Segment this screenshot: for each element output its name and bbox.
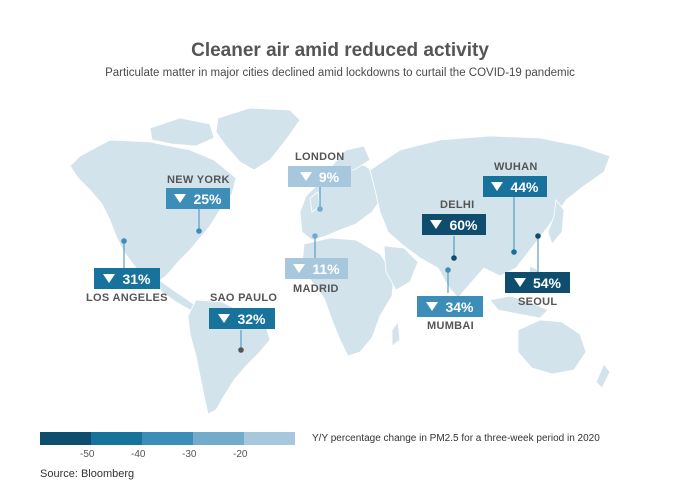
indonesia-landmass <box>489 295 549 319</box>
legend-swatch-2 <box>91 432 142 445</box>
down-triangle-icon <box>491 182 504 191</box>
mumbai-dot <box>445 267 451 273</box>
badge-sao-paulo: 32% <box>209 308 275 329</box>
down-triangle-icon <box>426 302 439 311</box>
city-name-delhi: DELHI <box>440 199 475 211</box>
badge-value: 60% <box>449 216 478 233</box>
badge-value: 34% <box>445 298 474 315</box>
city-name-los-angeles: LOS ANGELES <box>86 292 168 304</box>
legend-swatch-5 <box>244 432 295 445</box>
badge-los-angeles: 31% <box>94 268 160 289</box>
new-zealand-landmass <box>595 363 611 389</box>
legend-tick: -50 <box>80 449 95 460</box>
city-name-london: LONDON <box>295 151 345 163</box>
los-angeles-dot <box>121 238 127 244</box>
badge-value: 31% <box>122 270 151 287</box>
city-name-mumbai: MUMBAI <box>427 320 475 332</box>
badge-value: 32% <box>237 310 266 327</box>
seoul-dot <box>535 233 541 239</box>
badge-london: 9% <box>288 166 351 187</box>
legend-swatch-3 <box>142 432 193 445</box>
badge-seoul: 54% <box>505 272 570 293</box>
city-name-wuhan: WUHAN <box>494 161 538 173</box>
down-triangle-icon <box>293 264 306 273</box>
source-note: Source: Bloomberg <box>40 468 135 480</box>
legend-caption: Y/Y percentage change in PM2.5 for a thr… <box>312 433 600 444</box>
arabia-landmass <box>383 245 419 291</box>
down-triangle-icon <box>299 172 312 181</box>
city-name-seoul: SEOUL <box>518 296 558 308</box>
chart-subtitle: Particulate matter in major cities decli… <box>105 67 575 79</box>
africa-landmass <box>301 237 395 357</box>
wuhan-dot <box>511 249 517 255</box>
legend-tick: -30 <box>182 449 197 460</box>
down-triangle-icon <box>103 274 116 283</box>
badge-value: 9% <box>318 168 340 185</box>
chart-title: Cleaner air amid reduced activity <box>191 40 489 61</box>
sao-paulo-dot <box>238 347 244 353</box>
badge-wuhan: 44% <box>483 176 547 197</box>
japan-landmass <box>547 199 565 245</box>
down-triangle-icon <box>513 278 526 287</box>
north-america-landmass <box>69 139 237 283</box>
delhi-dot <box>451 255 457 261</box>
badge-value: 44% <box>510 178 539 195</box>
badge-value: 11% <box>312 260 340 277</box>
new-york-dot <box>196 228 202 234</box>
badge-mumbai: 34% <box>417 296 483 317</box>
london-dot <box>317 206 323 212</box>
legend-swatch-4 <box>193 432 244 445</box>
badge-new-york: 25% <box>166 188 230 209</box>
badge-delhi: 60% <box>422 214 486 235</box>
madrid-dot <box>312 233 318 239</box>
down-triangle-icon <box>218 314 231 323</box>
badge-value: 25% <box>193 190 222 207</box>
legend-tick: -20 <box>233 449 248 460</box>
legend-swatch-1 <box>40 432 91 445</box>
madagascar-landmass <box>391 320 401 347</box>
australia-landmass <box>517 319 587 375</box>
arctic-islands-landmass <box>149 117 215 147</box>
down-triangle-icon <box>174 194 187 203</box>
city-name-madrid: MADRID <box>293 283 339 295</box>
badge-value: 54% <box>532 274 562 291</box>
city-name-sao-paulo: SAO PAULO <box>210 292 278 304</box>
down-triangle-icon <box>430 220 443 229</box>
greenland-landmass <box>215 107 301 171</box>
badge-madrid: 11% <box>285 258 348 279</box>
asia-landmass <box>369 135 611 299</box>
legend-tick: -40 <box>131 449 146 460</box>
city-name-new-york: NEW YORK <box>167 174 230 186</box>
